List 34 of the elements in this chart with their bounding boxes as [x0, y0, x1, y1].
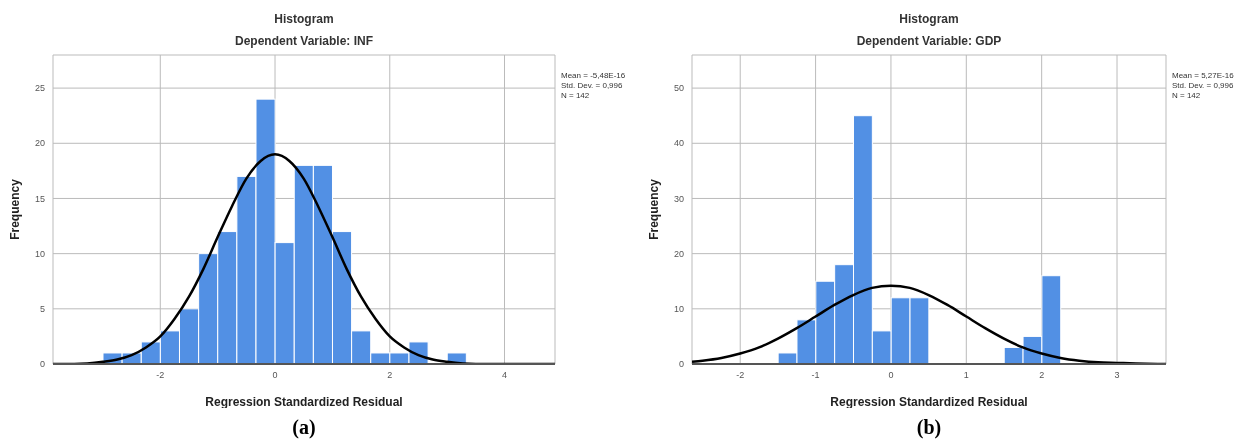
y-tick-label: 20	[34, 138, 45, 149]
x-tick-label: -1	[811, 370, 820, 381]
y-tick-label: 50	[673, 83, 684, 94]
y-tick-label: 30	[673, 193, 684, 204]
y-tick-label: 10	[34, 248, 45, 259]
y-axis-title: Frequency	[8, 178, 23, 240]
x-axis-title: Regression Standardized Residual	[830, 395, 1028, 409]
y-tick-label: 0	[39, 359, 45, 370]
x-tick-label: 1	[963, 370, 969, 381]
y-tick-label: 25	[34, 83, 45, 94]
x-tick-label: -2	[736, 370, 745, 381]
y-tick-label: 10	[673, 304, 684, 315]
chart-title: Histogram	[273, 12, 335, 26]
x-tick-label: 2	[387, 370, 393, 381]
chart-subtitle: Dependent Variable: GDP	[855, 34, 1003, 48]
x-tick-label: 3	[1114, 370, 1120, 381]
y-tick-label: 20	[673, 248, 684, 259]
y-axis-title: Frequency	[647, 178, 662, 240]
chart-title: Histogram	[898, 12, 960, 26]
text: Mean = 5,27E-16 Std. Dev. = 0,996 N = 142	[1172, 71, 1234, 101]
x-tick-label: 2	[1039, 370, 1045, 381]
x-tick-label: 4	[502, 370, 508, 381]
text: (b)	[915, 416, 943, 439]
y-tick-label: 40	[673, 138, 684, 149]
x-tick-label: -2	[156, 370, 165, 381]
y-tick-label: 0	[678, 359, 684, 370]
y-tick-label: 5	[39, 304, 45, 315]
chart-subtitle: Dependent Variable: INF	[234, 34, 374, 48]
text: Mean = -5,48E-16 Std. Dev. = 0,996 N = 142	[561, 71, 626, 101]
x-tick-label: 0	[272, 370, 278, 381]
y-tick-label: 15	[34, 193, 45, 204]
x-tick-label: 0	[888, 370, 894, 381]
text: (a)	[291, 416, 317, 439]
x-axis-title: Regression Standardized Residual	[205, 395, 403, 409]
